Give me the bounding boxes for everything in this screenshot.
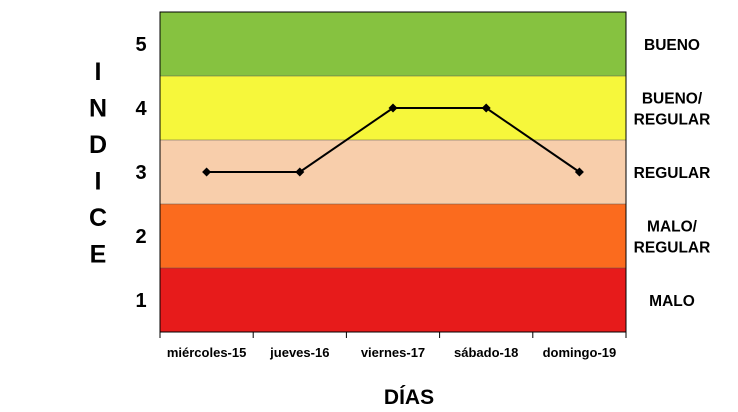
x-tick-label: sábado-18 bbox=[454, 345, 518, 360]
band-label: BUENO bbox=[644, 37, 700, 54]
x-tick-label: miércoles-15 bbox=[167, 345, 247, 360]
band-label: MALO bbox=[649, 293, 695, 310]
data-point-marker bbox=[574, 167, 584, 177]
data-point-marker bbox=[481, 103, 491, 113]
band-labels: MALO MALO/REGULAR REGULAR BUENO/REGULAR BUEN… bbox=[634, 37, 711, 310]
x-tick-label: jueves-16 bbox=[269, 345, 329, 360]
y-axis-label-letter: E bbox=[90, 241, 107, 269]
band-label: REGULAR bbox=[634, 240, 711, 257]
y-tick-label: 2 bbox=[135, 226, 146, 248]
data-point-marker bbox=[388, 103, 398, 113]
y-axis-ticks: 1 2 3 4 5 bbox=[135, 34, 147, 312]
y-tick-label: 3 bbox=[135, 162, 146, 184]
band-label: BUENO/ bbox=[642, 91, 703, 108]
data-point-marker bbox=[295, 167, 305, 177]
x-axis: miércoles-15 jueves-16 viernes-17 sábado-18… bbox=[159, 331, 627, 360]
y-tick-label: 4 bbox=[135, 98, 147, 120]
y-axis-label-letter: I bbox=[95, 58, 102, 86]
data-point-marker bbox=[202, 167, 212, 177]
y-axis-label-letter: N bbox=[89, 95, 107, 123]
y-axis-label-letter: D bbox=[89, 131, 107, 159]
y-tick-label: 5 bbox=[135, 34, 146, 56]
band-5 bbox=[160, 12, 626, 76]
series-index bbox=[202, 103, 584, 177]
y-axis-label-letter: I bbox=[95, 168, 102, 196]
band-1 bbox=[160, 268, 626, 332]
x-tick-label: viernes-17 bbox=[361, 345, 425, 360]
x-tick-label: domingo-19 bbox=[543, 345, 617, 360]
band-2 bbox=[160, 204, 626, 268]
x-axis-label: DÍAS bbox=[384, 386, 434, 409]
band-label: REGULAR bbox=[634, 165, 711, 182]
y-axis-label-letter: C bbox=[89, 204, 107, 232]
band-label: REGULAR bbox=[634, 112, 711, 129]
y-tick-label: 1 bbox=[135, 290, 146, 312]
band-label: MALO/ bbox=[647, 219, 698, 236]
